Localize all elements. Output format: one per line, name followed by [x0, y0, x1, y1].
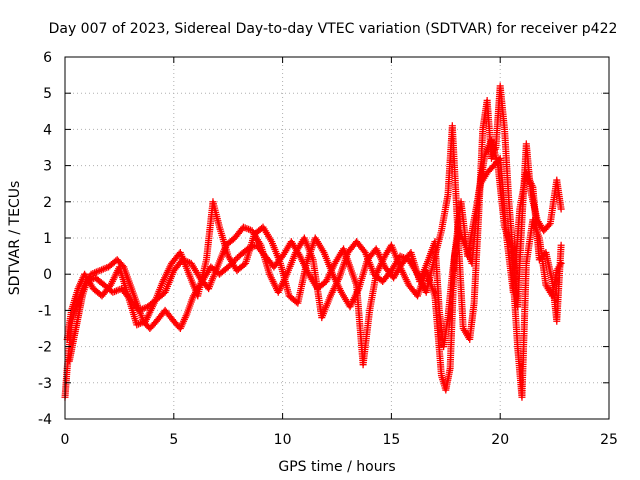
- data-point: [545, 221, 553, 229]
- y-tick-label: 5: [43, 86, 52, 102]
- ticks: 0 5 10 15 20 25 -4 -3 -2 -1 0 1 2 3 4 5 6: [38, 50, 618, 448]
- y-tick-label: 3: [43, 159, 52, 175]
- data-points: [61, 82, 565, 401]
- x-tick-label: 20: [491, 432, 509, 448]
- x-tick-label: 0: [61, 432, 70, 448]
- y-tick-label: 1: [43, 231, 52, 247]
- data-point: [360, 247, 368, 255]
- data-point: [557, 205, 565, 213]
- y-tick-label: 6: [43, 50, 52, 66]
- y-tick-label: 2: [43, 195, 52, 211]
- y-tick-label: 0: [43, 267, 52, 283]
- y-tick-label: -3: [38, 376, 52, 392]
- y-tick-label: -4: [38, 412, 52, 428]
- grid: [65, 57, 609, 419]
- x-tick-label: 10: [274, 432, 292, 448]
- x-tick-label: 15: [382, 432, 400, 448]
- y-tick-label: 4: [43, 122, 52, 138]
- x-tick-label: 25: [600, 432, 618, 448]
- x-axis-label: GPS time / hours: [278, 459, 395, 475]
- chart-title: Day 007 of 2023, Sidereal Day-to-day VTE…: [49, 21, 618, 37]
- y-tick-label: -1: [38, 303, 52, 319]
- data-point: [224, 263, 232, 271]
- y-axis-label: SDTVAR / TECUs: [7, 181, 23, 296]
- x-tick-label: 5: [169, 432, 178, 448]
- data-point: [557, 241, 565, 249]
- y-tick-label: -2: [38, 340, 52, 356]
